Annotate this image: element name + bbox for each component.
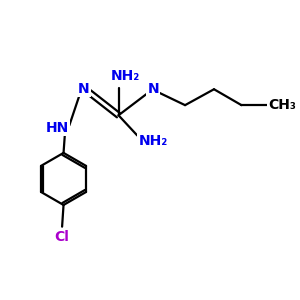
Text: CH₃: CH₃ xyxy=(268,98,296,112)
Text: NH₂: NH₂ xyxy=(111,69,140,82)
Text: N: N xyxy=(78,82,90,96)
Text: Cl: Cl xyxy=(55,230,70,244)
Text: HN: HN xyxy=(46,121,69,135)
Text: N: N xyxy=(147,82,159,96)
Text: NH₂: NH₂ xyxy=(139,134,168,148)
